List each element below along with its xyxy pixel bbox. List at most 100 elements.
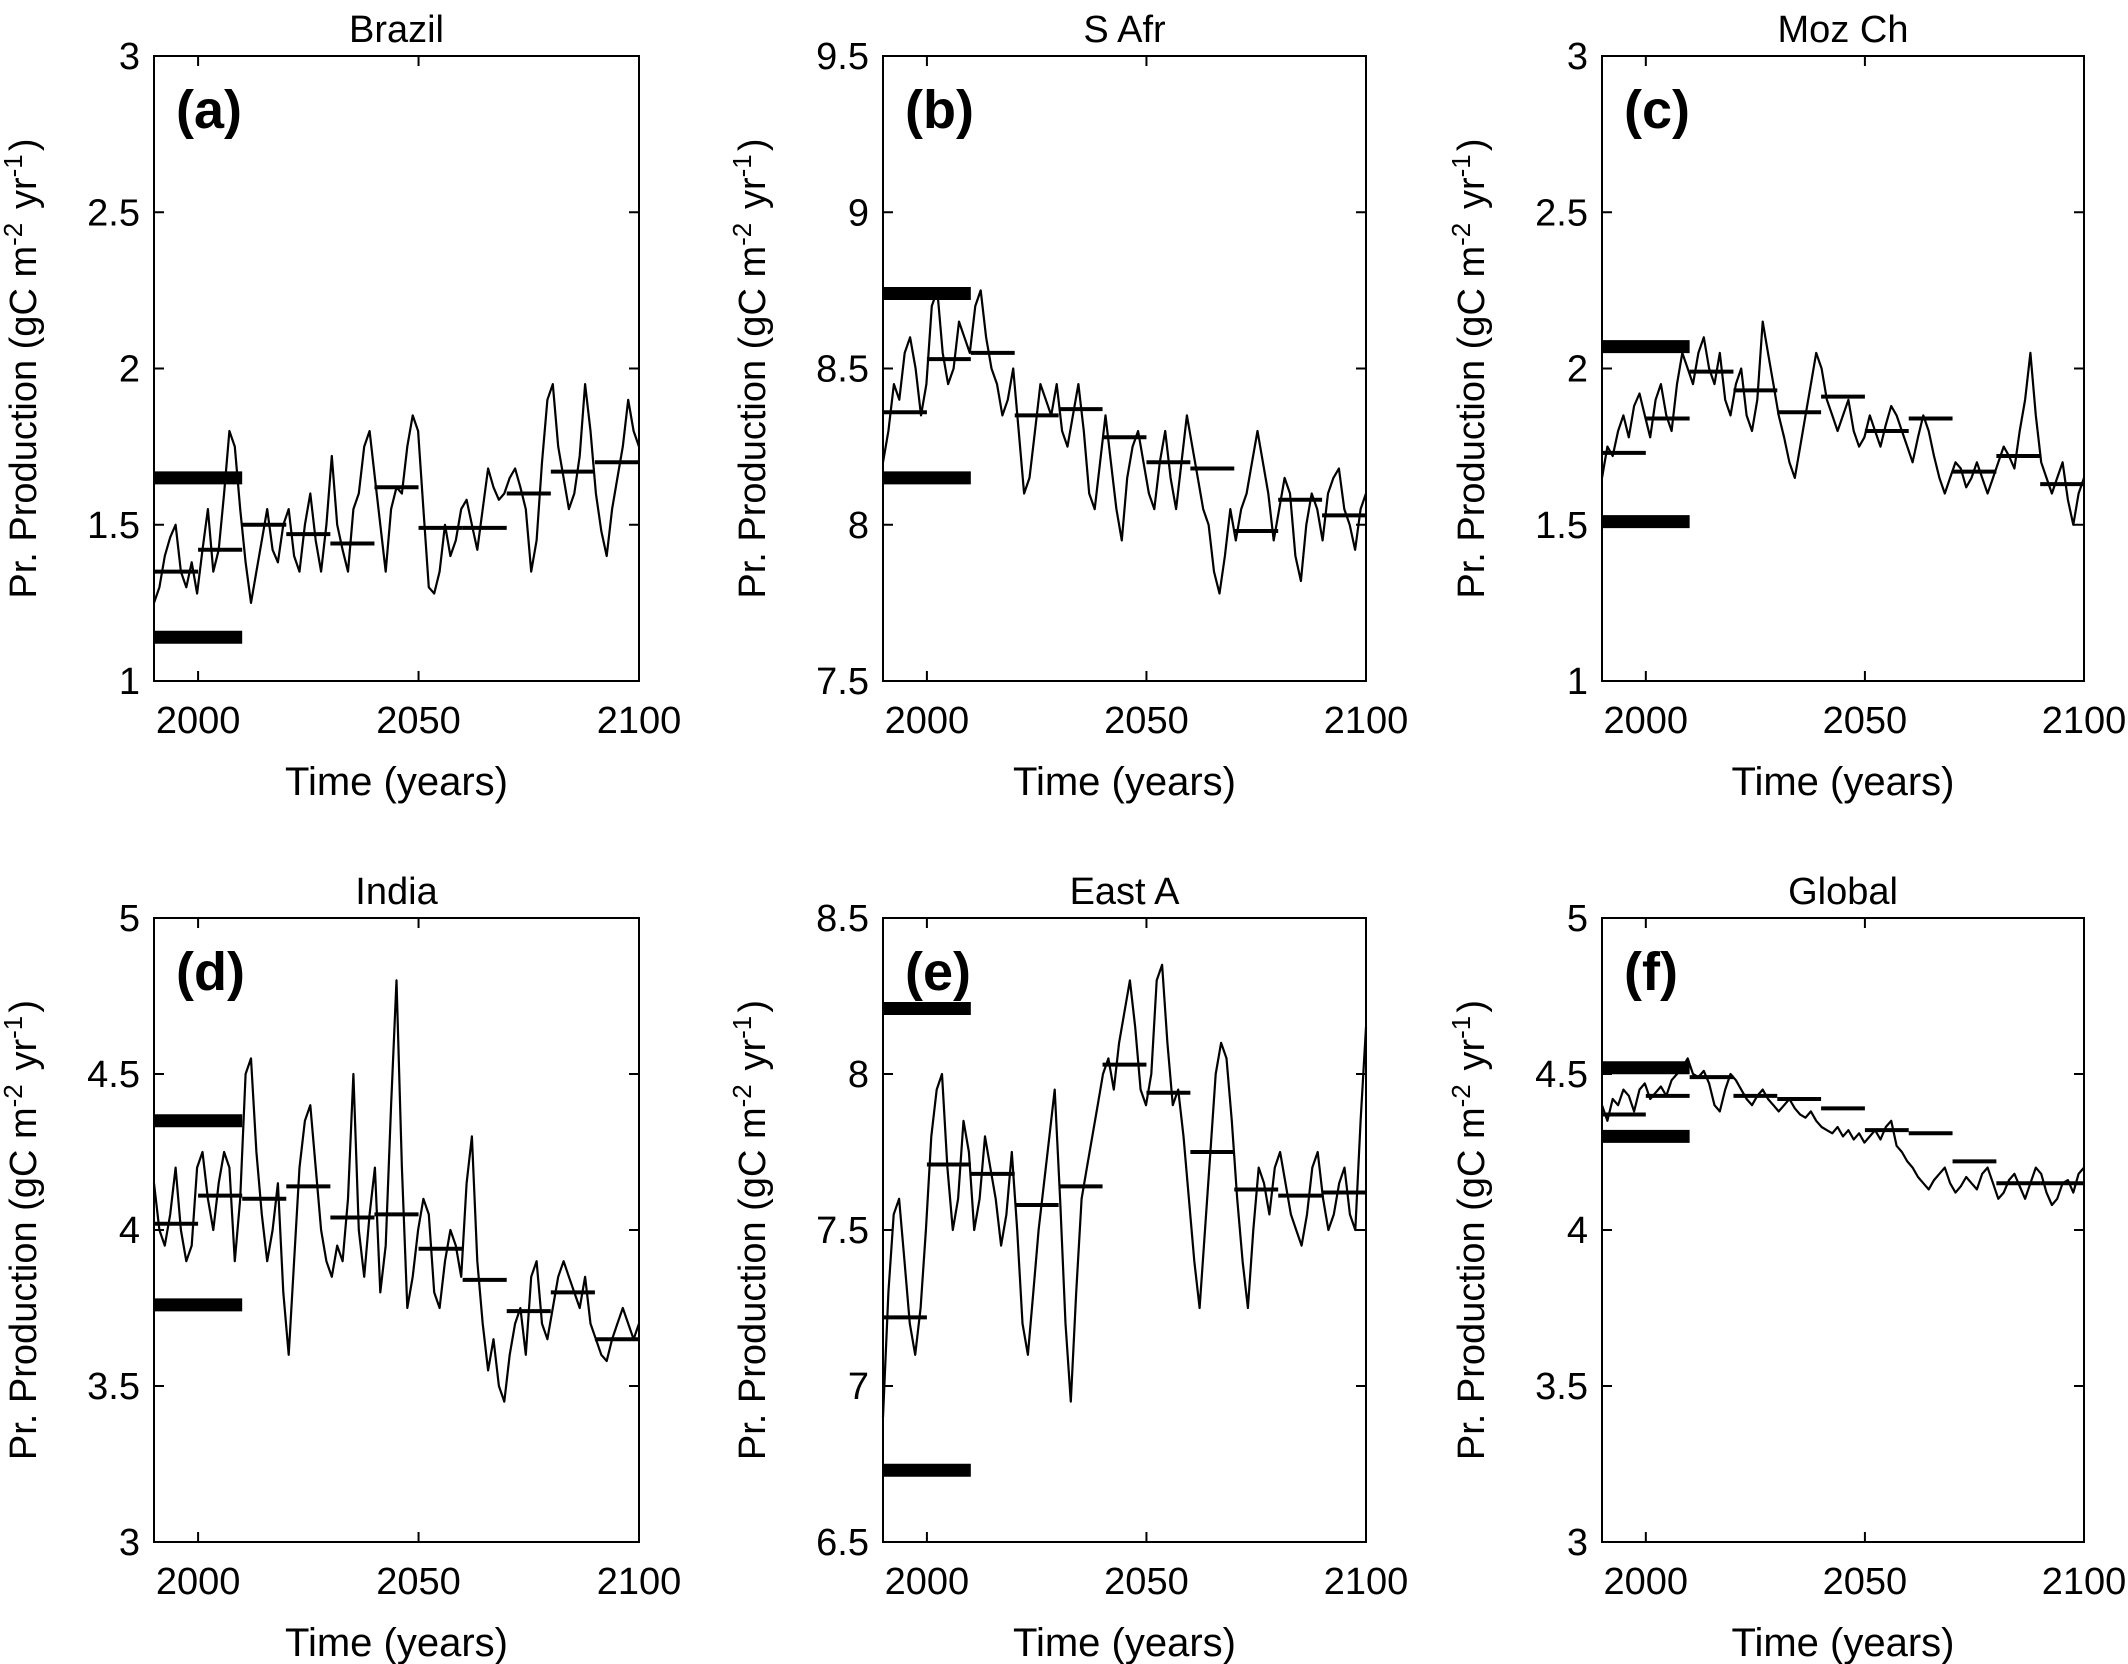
y-tick-label: 5 bbox=[1567, 898, 1588, 940]
x-tick-label: 2100 bbox=[2042, 700, 2127, 742]
x-tick-label: 2000 bbox=[1604, 1561, 1689, 1603]
y-axis-label-part: ) bbox=[3, 1000, 45, 1013]
y-tick-label: 1.5 bbox=[87, 505, 140, 547]
y-tick-label: 4 bbox=[119, 1210, 140, 1252]
annual-series-line bbox=[881, 963, 1368, 1418]
panel-label: (b) bbox=[905, 80, 974, 140]
y-tick-label: 8 bbox=[848, 505, 869, 547]
panel-label: (c) bbox=[1624, 80, 1690, 140]
y-axis-label-part: Pr. Production (gC m bbox=[732, 1107, 774, 1460]
panel-3: India (d) 3 3.5 4 4.5 5 2000 2050 2100 Time (years… bbox=[0, 871, 681, 1664]
y-tick-label: 3 bbox=[119, 1522, 140, 1564]
y-axis-label-part: ) bbox=[3, 138, 45, 151]
y-axis-label: Pr. Production (gC m-2 yr-1 ) bbox=[1446, 138, 1493, 598]
x-axis-label: Time (years) bbox=[1013, 760, 1236, 804]
y-tick-label: 3.5 bbox=[87, 1366, 140, 1408]
x-axis-label: Time (years) bbox=[1013, 1621, 1236, 1664]
annual-series-line bbox=[881, 289, 1368, 595]
y-axis-label-part: ) bbox=[1451, 138, 1493, 151]
panel-title: Brazil bbox=[349, 9, 444, 51]
x-tick-label: 2050 bbox=[376, 700, 461, 742]
y-axis-label-part: -2 bbox=[0, 223, 28, 246]
panel-label: (f) bbox=[1624, 942, 1678, 1002]
y-axis-label-part: yr bbox=[3, 177, 45, 220]
y-axis-label-part: Pr. Production (gC m bbox=[1451, 246, 1493, 599]
y-axis-label-part: -2 bbox=[727, 1084, 757, 1107]
x-axis-label: Time (years) bbox=[1732, 760, 1955, 804]
panel-title: S Afr bbox=[1083, 9, 1166, 51]
x-tick-label: 2000 bbox=[156, 700, 241, 742]
x-tick-label: 2100 bbox=[597, 700, 682, 742]
y-tick-label: 7.5 bbox=[816, 661, 869, 703]
y-tick-label: 1.5 bbox=[1535, 505, 1588, 547]
y-axis-label-part: Pr. Production (gC m bbox=[732, 246, 774, 599]
y-axis-label-part: -2 bbox=[1446, 1084, 1476, 1107]
y-tick-label: 3 bbox=[1567, 36, 1588, 78]
x-axis-label: Time (years) bbox=[1732, 1621, 1955, 1664]
y-axis-label-part: -1 bbox=[1446, 154, 1476, 177]
y-tick-label: 4 bbox=[1567, 1210, 1588, 1252]
y-axis-label-part: -1 bbox=[1446, 1016, 1476, 1039]
x-tick-label: 2050 bbox=[1823, 1561, 1908, 1603]
y-tick-label: 6.5 bbox=[816, 1522, 869, 1564]
y-axis-label-part: -1 bbox=[727, 154, 757, 177]
y-tick-label: 7 bbox=[848, 1366, 869, 1408]
annual-series-line bbox=[152, 383, 641, 605]
y-tick-label: 2 bbox=[119, 349, 140, 391]
y-axis-label-part: ) bbox=[732, 1000, 774, 1013]
y-axis-label: Pr. Production (gC m-2 yr-1 ) bbox=[0, 138, 45, 598]
y-axis-label-part: yr bbox=[1451, 1039, 1493, 1082]
x-tick-label: 2000 bbox=[885, 700, 970, 742]
y-tick-label: 4.5 bbox=[87, 1054, 140, 1096]
y-axis-label-part: -1 bbox=[0, 154, 28, 177]
panel-2: Moz Ch (c) 1 1.5 2 2.5 3 2000 2050 2100 Time (year… bbox=[1446, 9, 2126, 804]
y-axis-label-part: -2 bbox=[727, 223, 757, 246]
y-tick-label: 1 bbox=[1567, 661, 1588, 703]
panel-5: Global (f) 3 3.5 4 4.5 5 2000 2050 2100 Time (year… bbox=[1446, 871, 2126, 1664]
y-axis-label: Pr. Production (gC m-2 yr-1 ) bbox=[1446, 1000, 1493, 1460]
y-axis-label: Pr. Production (gC m-2 yr-1 ) bbox=[727, 1000, 774, 1460]
y-tick-label: 8 bbox=[848, 1054, 869, 1096]
axes-frame bbox=[1601, 917, 2085, 1543]
y-axis-label-part: -2 bbox=[1446, 223, 1476, 246]
y-axis-label: Pr. Production (gC m-2 yr-1 ) bbox=[727, 138, 774, 598]
x-tick-label: 2050 bbox=[1104, 1561, 1189, 1603]
y-tick-label: 1 bbox=[119, 661, 140, 703]
annual-series-line bbox=[152, 979, 641, 1403]
y-axis-label-part: yr bbox=[3, 1039, 45, 1082]
annual-series-line bbox=[1600, 1057, 2085, 1207]
axes-frame bbox=[1601, 55, 2085, 682]
y-tick-label: 9.5 bbox=[816, 36, 869, 78]
x-axis-label: Time (years) bbox=[285, 760, 508, 804]
y-tick-label: 3 bbox=[119, 36, 140, 78]
x-tick-label: 2000 bbox=[885, 1561, 970, 1603]
y-axis-label-part: -1 bbox=[727, 1016, 757, 1039]
y-axis-label-part: yr bbox=[732, 1039, 774, 1082]
y-tick-label: 8.5 bbox=[816, 898, 869, 940]
y-axis-label-part: yr bbox=[1451, 177, 1493, 220]
y-axis-label: Pr. Production (gC m-2 yr-1 ) bbox=[0, 1000, 45, 1460]
x-tick-label: 2050 bbox=[1823, 700, 1908, 742]
y-tick-label: 2.5 bbox=[87, 192, 140, 234]
x-tick-label: 2100 bbox=[2042, 1561, 2127, 1603]
panel-label: (e) bbox=[905, 942, 971, 1002]
panel-4: East A (e) 6.5 7 7.5 8 8.5 2000 2050 2100 Time (ye… bbox=[727, 871, 1408, 1664]
x-tick-label: 2050 bbox=[376, 1561, 461, 1603]
panel-label: (d) bbox=[176, 942, 245, 1002]
y-tick-label: 3.5 bbox=[1535, 1366, 1588, 1408]
x-tick-label: 2050 bbox=[1104, 700, 1189, 742]
y-tick-label: 9 bbox=[848, 192, 869, 234]
axes-frame bbox=[882, 55, 1367, 682]
x-tick-label: 2000 bbox=[156, 1561, 241, 1603]
x-axis-label: Time (years) bbox=[285, 1621, 508, 1664]
y-tick-label: 2.5 bbox=[1535, 192, 1588, 234]
y-axis-label-part: Pr. Production (gC m bbox=[3, 246, 45, 599]
axes-frame bbox=[153, 55, 640, 682]
y-tick-label: 4.5 bbox=[1535, 1054, 1588, 1096]
y-tick-label: 3 bbox=[1567, 1522, 1588, 1564]
annual-series-line bbox=[1600, 320, 2086, 526]
panel-title: India bbox=[355, 871, 438, 913]
panel-title: Global bbox=[1788, 871, 1898, 913]
